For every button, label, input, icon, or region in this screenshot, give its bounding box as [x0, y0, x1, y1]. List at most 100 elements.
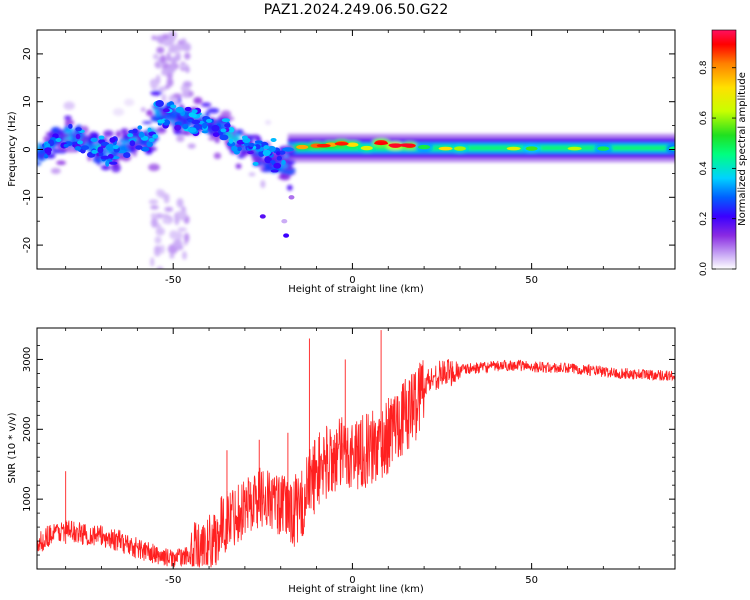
- spectrogram-highlight: [148, 137, 155, 142]
- colorbar: 0.0 0.2 0.4 0.6 0.8 Normalized spectral ampl…: [699, 29, 748, 276]
- spectrogram-blob: [150, 90, 163, 96]
- spectrogram-blob-core: [184, 106, 192, 112]
- spectrogram-blob-core: [187, 127, 197, 133]
- spectrogram-ridge-point: [281, 147, 294, 152]
- spectrogram-blob: [50, 167, 61, 175]
- spectrogram-blob: [64, 115, 72, 121]
- spectrogram-hot-streak: [374, 141, 389, 146]
- spectrogram-highlight: [252, 161, 259, 166]
- spectrogram-plume: [156, 266, 164, 269]
- spectrogram-hot-streak: [399, 143, 414, 147]
- spectrogram-plume: [156, 46, 165, 54]
- x-tick-label: -50: [165, 275, 181, 286]
- spectrogram-blob-core: [270, 160, 276, 164]
- y-tick-label: 0: [22, 146, 33, 152]
- spectrogram-blob: [52, 126, 58, 135]
- x-tick-label: 0: [349, 575, 355, 586]
- x-tick-label: 50: [525, 275, 538, 286]
- spectrogram-blob-core: [155, 99, 164, 107]
- spectrogram-blob: [248, 172, 256, 177]
- spectrogram-blob: [148, 163, 160, 172]
- spectrogram-dot: [283, 233, 290, 238]
- spectrogram-blob: [56, 160, 67, 166]
- y-tick-label: 20: [22, 48, 33, 61]
- spectrogram-plume: [151, 35, 157, 41]
- spectrogram-core: [42, 99, 675, 238]
- snr-frame: [36, 327, 676, 570]
- spectrogram-blob-core: [201, 122, 208, 129]
- spectrogram-highlight: [170, 104, 177, 109]
- spectrogram-band: [287, 145, 675, 151]
- spectrogram-panel: -50 0 50 20 10 0 -10 -20 Height of straight lin…: [7, 29, 676, 295]
- spectrogram-plume: [174, 43, 184, 52]
- spectrogram-plume: [155, 35, 163, 43]
- spectrogram-blob-core: [63, 143, 69, 148]
- snr-axes: -50 0 50 1000 2000 3000: [22, 328, 676, 586]
- spectrogram-blob: [265, 120, 272, 125]
- spectrogram-hot-streak: [316, 143, 331, 148]
- spectrogram-blob: [283, 167, 296, 171]
- colorbar-tick-label: 0.8: [699, 60, 709, 75]
- colorbar-ticks: 0.0 0.2 0.4 0.6 0.8: [699, 60, 736, 276]
- spectrogram-blob-core: [157, 119, 165, 124]
- spectrogram-dot: [288, 195, 295, 200]
- spectrogram-highlight: [98, 135, 105, 140]
- y-tick-label: 2000: [22, 417, 33, 442]
- spectrogram-blob-core: [80, 145, 90, 151]
- spectrogram-plume: [160, 55, 165, 64]
- spectrogram-blob: [120, 128, 129, 135]
- spectrogram-plume: [150, 205, 159, 210]
- spectrogram-plume: [184, 52, 191, 60]
- spectrogram-blob: [154, 110, 162, 117]
- spectrogram-plume: [166, 52, 171, 62]
- spectrogram-blob-core: [68, 123, 73, 129]
- spectrogram-blob-core: [108, 161, 118, 165]
- spectrogram-blob-core: [123, 152, 131, 159]
- spectrogram-blob-core: [74, 146, 82, 151]
- snr-xlabel: Height of straight line (km): [288, 584, 424, 595]
- spectrogram-blob-core: [135, 145, 143, 150]
- spectrogram-plume: [162, 38, 172, 47]
- spectrogram-blob-core: [163, 108, 170, 113]
- spectrogram-blob-core: [231, 145, 238, 152]
- spectrogram-plume: [181, 251, 187, 260]
- spectrogram-plume: [182, 81, 193, 88]
- spectrogram-blob: [176, 135, 185, 142]
- spectrogram-content: [37, 31, 675, 269]
- spectrogram-plume: [183, 232, 190, 243]
- spectrogram-highlight: [206, 118, 213, 123]
- spectrogram-blob-core: [75, 127, 82, 132]
- spectrogram-ridge-point: [346, 142, 359, 147]
- colorbar-tick-label: 0.6: [699, 111, 709, 126]
- colorbar-label: Normalized spectral amplitude: [737, 72, 748, 226]
- spectrogram-blob: [111, 163, 121, 173]
- spectrogram-blob-core: [105, 143, 115, 151]
- spectrogram-blob-core: [97, 146, 104, 154]
- spectrogram-blob: [58, 133, 70, 138]
- spectrogram-ridge-point: [418, 144, 431, 150]
- spectrogram-hot-streak: [388, 143, 403, 147]
- spectrogram-plume: [150, 257, 155, 267]
- spectrogram-blob-core: [100, 155, 110, 160]
- spectrogram-blob: [282, 169, 294, 175]
- spectrogram-blob-core: [43, 153, 49, 159]
- spectrogram-blob: [142, 121, 153, 125]
- spectrogram-highlight: [55, 137, 62, 142]
- spectrogram-blob: [37, 142, 42, 147]
- spectrogram-plume: [159, 244, 165, 254]
- y-tick-label: -10: [22, 189, 33, 205]
- spectrogram-plume: [171, 59, 177, 69]
- spectrogram-blob-core: [109, 137, 116, 143]
- spectrogram-dot: [281, 219, 288, 224]
- spectrogram-blob: [157, 127, 167, 131]
- spectrogram-blob-core: [276, 155, 282, 161]
- spectrogram-blob: [103, 130, 114, 138]
- spectrogram-blob: [140, 107, 146, 112]
- spectrogram-plume: [162, 193, 170, 200]
- spectrogram-plume: [169, 253, 175, 259]
- spectrogram-blob: [123, 98, 135, 107]
- spectrogram-plume: [153, 53, 159, 60]
- spectrogram-blob-core: [44, 147, 52, 153]
- colorbar-tick-label: 0.0: [699, 262, 709, 277]
- spectrogram-hot-streak: [334, 141, 349, 146]
